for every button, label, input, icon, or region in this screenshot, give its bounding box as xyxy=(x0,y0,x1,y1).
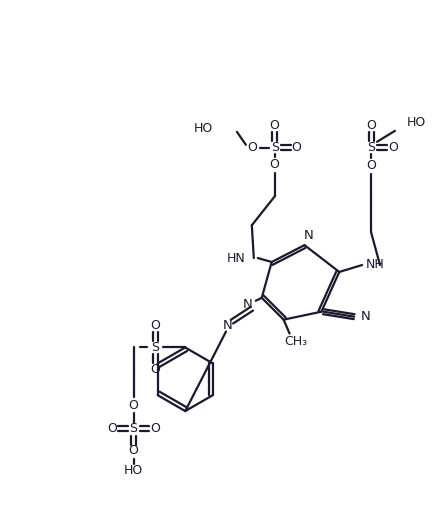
Text: HN: HN xyxy=(227,252,246,264)
Text: O: O xyxy=(270,119,280,132)
Text: HO: HO xyxy=(124,464,143,477)
Text: O: O xyxy=(388,141,398,154)
Text: S: S xyxy=(129,422,137,436)
Text: N: N xyxy=(361,310,371,323)
Text: O: O xyxy=(150,363,161,376)
Text: N: N xyxy=(223,319,233,332)
Text: O: O xyxy=(107,422,117,436)
Text: HO: HO xyxy=(407,117,426,129)
Text: CH₃: CH₃ xyxy=(284,335,307,348)
Text: O: O xyxy=(366,119,376,132)
Text: S: S xyxy=(152,341,159,354)
Text: HO: HO xyxy=(194,122,213,135)
Text: NH: NH xyxy=(366,259,385,271)
Text: O: O xyxy=(150,422,161,436)
Text: O: O xyxy=(366,159,376,172)
Text: O: O xyxy=(128,444,139,457)
Text: O: O xyxy=(247,141,257,154)
Text: O: O xyxy=(292,141,301,154)
Text: O: O xyxy=(128,399,139,412)
Text: O: O xyxy=(270,158,280,171)
Text: N: N xyxy=(304,228,314,242)
Text: S: S xyxy=(271,141,279,154)
Text: N: N xyxy=(243,298,253,311)
Text: O: O xyxy=(150,319,161,332)
Text: S: S xyxy=(367,141,375,154)
